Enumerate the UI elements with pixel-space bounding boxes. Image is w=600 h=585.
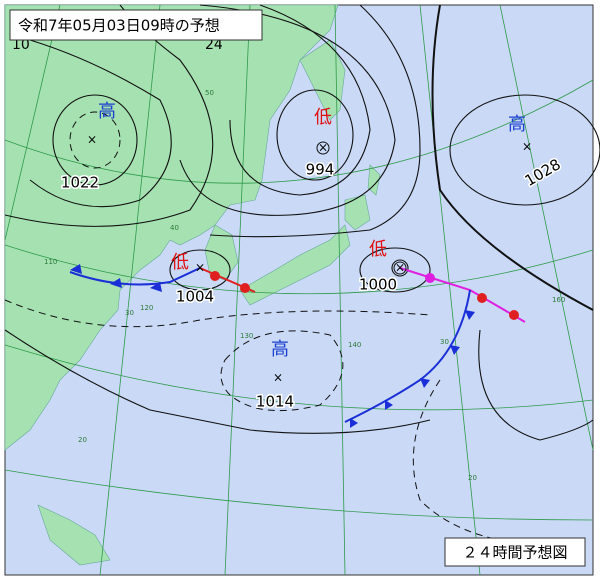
caption-box (444, 537, 586, 567)
grid-label: 20 (468, 474, 477, 482)
longitude-line (334, 4, 346, 576)
latitude-line (4, 79, 594, 184)
isobar (4, 329, 431, 434)
isobar (431, 4, 594, 311)
longitude-line (224, 4, 251, 576)
isobars (4, 4, 600, 541)
grid (4, 4, 594, 576)
front-symbols (210, 271, 519, 320)
cold-front (344, 289, 471, 423)
isobar (391, 259, 409, 277)
center-ring (393, 261, 407, 275)
grid-label: 110 (44, 258, 57, 266)
latitude-line (4, 469, 594, 521)
isobar (478, 329, 594, 441)
isobar (209, 4, 421, 238)
grid-label: 120 (140, 304, 153, 312)
isobar (359, 247, 431, 293)
system-kind: 低 (314, 107, 332, 128)
isobar (29, 39, 172, 208)
pressure: 994 (306, 161, 335, 179)
latitude-line (4, 244, 594, 295)
isobar (179, 4, 396, 216)
caption: ２４時間予想図 (462, 544, 567, 562)
system-kind: 低 (171, 252, 189, 273)
center-mark: × (87, 133, 97, 147)
longitude-line (4, 4, 61, 241)
isobar (69, 111, 121, 169)
land (4, 4, 381, 566)
grid-label: 20 (78, 436, 87, 444)
center-mark: × (522, 140, 532, 154)
center-mark: × (318, 141, 328, 155)
system-kind: 高 (98, 101, 116, 122)
grid-label: 140 (348, 341, 361, 349)
grid-label: 30 (125, 309, 134, 317)
longitude-line (99, 4, 161, 576)
isobar (229, 4, 371, 196)
center-ring (316, 141, 330, 155)
pressure: 1000 (359, 276, 397, 294)
isobar (220, 330, 344, 412)
pressure: 1014 (256, 393, 294, 411)
center-mark: × (195, 261, 205, 275)
grid-label: 40 (170, 224, 179, 232)
cold-front (69, 267, 201, 286)
center-mark: × (395, 261, 405, 275)
longitude-line (499, 4, 594, 451)
latitude-line (4, 344, 594, 411)
fronts (69, 264, 526, 428)
isobar (276, 89, 354, 181)
system-kind: 高 (508, 114, 526, 135)
isobar (449, 94, 600, 206)
isobar (169, 249, 231, 291)
isobar (412, 379, 501, 541)
system-kind: 低 (369, 239, 387, 260)
center-mark: × (273, 371, 283, 385)
isobar (52, 94, 138, 186)
front-symbols (70, 264, 475, 428)
system-kind: 高 (271, 339, 289, 360)
grid-label: 160 (552, 296, 565, 304)
isobar (4, 299, 431, 328)
grid-label: 50 (205, 89, 214, 97)
isobar-label: 10 (12, 37, 30, 53)
pressure: 1004 (176, 288, 214, 306)
longitude-line (419, 4, 481, 576)
isobar-label: 24 (205, 37, 223, 53)
grid-label: 30 (440, 338, 449, 346)
title-box (9, 9, 263, 41)
pressure: 1022 (61, 174, 99, 192)
grid-label: 130 (240, 332, 253, 340)
title: 令和7年05月03日09時の予想 (18, 17, 220, 35)
